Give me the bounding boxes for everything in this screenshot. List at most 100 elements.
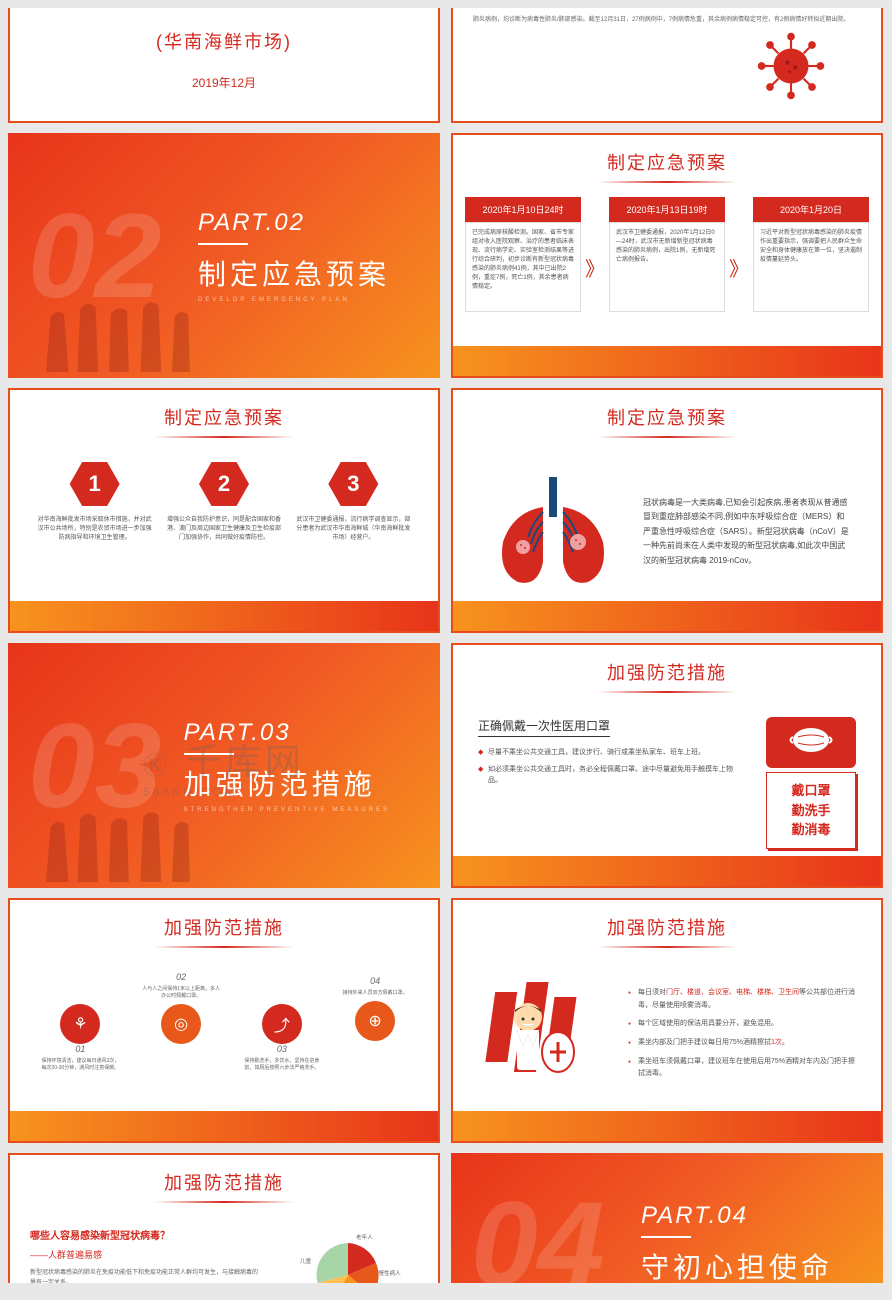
slide-mask: 加强防范措施 正确佩戴一次性医用口罩 尽量不乘坐公共交通工具，建议步行、骑行或乘… [451, 643, 883, 888]
part03-title: 加强防范措施 [184, 763, 390, 803]
hex-item: 3 武汉市卫健委通报，流行病学调查显示，部分患者为武汉市华南海鲜城（华南海鲜批发… [295, 462, 411, 543]
lungs-text: 冠状病毒是一大类病毒,已知会引起疾病,患者表现从普通感冒到重症肺部感染不同,例如… [643, 496, 851, 568]
part04-label: PART.04 [641, 1202, 833, 1230]
cover-date: 2019年12月 [10, 74, 438, 91]
hexagon-icon: 2 [199, 462, 249, 506]
hex-text: 对华南海鲜批发市场采取休市措施，并对武汉市公共场所，特别是农贸市场进一步加强防病… [36, 516, 152, 543]
doctor-bullet: 乘坐班车须佩戴口罩，建议班车在使用后用75%酒精对车内及门把手擦拭消毒。 [628, 1056, 861, 1081]
divider [641, 1236, 691, 1238]
gradient-bar [10, 1111, 438, 1141]
timeline-date: 2020年1月13日19时 [609, 197, 725, 222]
circle-text: 接待外来人员双方佩戴口罩。 [343, 990, 408, 997]
circle-num: 04 [343, 976, 408, 986]
gradient-bar [453, 1111, 881, 1141]
timeline-body: 习近平对新型冠状病毒感染的肺炎疫情作出重要指示，强调要把人民群众生命安全和身体健… [753, 222, 869, 312]
part04-num: 04 [471, 1175, 604, 1283]
mask-bullet: 如必须乘坐公共交通工具时，务必全程佩戴口罩。途中尽量避免用手触摸车上物品。 [478, 764, 746, 786]
svg-text:儿童: 儿童 [300, 1257, 312, 1265]
doctor-title: 加强防范措施 [453, 900, 881, 946]
part02-title: 制定应急预案 [198, 253, 390, 293]
svg-text:慢性病人: 慢性病人 [378, 1269, 401, 1277]
mask-heading: 正确佩戴一次性医用口罩 [478, 717, 610, 737]
hexagon-icon: 3 [328, 462, 378, 506]
gradient-bar [453, 856, 881, 886]
slide-part04: 04 PART.04 守初心担使命 [451, 1153, 883, 1283]
circle-item: ⤴ 03 保持勤洗手，多饮水，坚持在进食前，如厕后按照六步法严格洗手。 [242, 1004, 322, 1072]
mask-title: 加强防范措施 [453, 645, 881, 691]
circle-num: 01 [40, 1044, 120, 1054]
mask-icon [786, 725, 836, 755]
fists-icon [28, 258, 208, 378]
part04-title: 守初心担使命 [641, 1246, 833, 1283]
circle-icon: ◎ [161, 1004, 201, 1044]
timeline-item: 2020年1月13日19时 武汉市卫健委通报，2020年1月12日0—24时，武… [609, 197, 725, 312]
pie-answer: ——人群普遍易感 [30, 1248, 258, 1261]
doctor-icon [473, 972, 613, 1102]
divider [597, 691, 737, 693]
circle-text: 保持环境清洁，建议每日通风3次，每次20-30分钟，通风时注意保暖。 [40, 1058, 120, 1072]
divider [597, 946, 737, 948]
mask-line: 勤洗手 [771, 801, 851, 821]
slide-cover-partial: (华南海鲜市场) 2019年12月 [8, 8, 440, 123]
circle-text: 人与人之间保持1米以上距离，多人办公时佩戴口罩。 [141, 986, 221, 1000]
chevron-icon: 》 [585, 253, 605, 282]
slide-lungs: 制定应急预案 冠状病毒是一大类病毒,已知会引起疾病,患者表现从普通感冒到重症肺部… [451, 388, 883, 633]
hexagon-icon: 1 [70, 462, 120, 506]
fists-icon [28, 768, 208, 888]
doctor-bullet: 每日须对门厅、楼道、会议室、电梯、楼梯、卫生间等公共部位进行消毒，尽量使用喷雾消… [628, 987, 861, 1012]
divider [198, 243, 248, 245]
mask-line: 戴口罩 [771, 781, 851, 801]
circle-icon: ⤴ [262, 1004, 302, 1044]
circle-item: 02 人与人之间保持1米以上距离，多人办公时佩戴口罩。 ◎ [141, 972, 221, 1044]
pie-text: 新型冠状病毒感染的肺炎在免疫功能低下和免疫功能正常人群均可发生，与接触病毒的量有… [30, 1269, 258, 1283]
slide-pie: 加强防范措施 哪些人容易感染新型冠状病毒？ ——人群普遍易感 新型冠状病毒感染的… [8, 1153, 440, 1283]
timeline-title: 制定应急预案 [453, 135, 881, 181]
timeline-item: 2020年1月10日24时 已完成病原核酸检测。国家、省市专家组对收入医院观察、… [465, 197, 581, 312]
part03-sub: STRENGTHEN PREVENTIVE MEASURES [184, 807, 390, 813]
divider [154, 946, 294, 948]
svg-text:老年人: 老年人 [356, 1233, 373, 1241]
circle-icon: ⊕ [355, 1001, 395, 1041]
slide-virus: 肺炎病例，均诊断为病毒性肺炎/肺部感染。截至12月31日，27例病例中，7例病情… [451, 8, 883, 123]
circle-num: 03 [242, 1044, 322, 1054]
timeline-date: 2020年1月20日 [753, 197, 869, 222]
mask-bullet: 尽量不乘坐公共交通工具，建议步行、骑行或乘坐私家车、班车上班。 [478, 747, 746, 758]
mask-line: 勤消毒 [771, 820, 851, 840]
gradient-bar [10, 601, 438, 631]
timeline-date: 2020年1月10日24时 [465, 197, 581, 222]
divider [154, 1201, 294, 1203]
slide-timeline: 制定应急预案 2020年1月10日24时 已完成病原核酸检测。国家、省市专家组对… [451, 133, 883, 378]
part03-label: PART.03 [184, 719, 390, 747]
divider [597, 436, 737, 438]
virus-icon [751, 31, 831, 101]
doctor-bullet: 乘坐内部及门把手建议每日用75%酒精擦拭1次。 [628, 1037, 861, 1050]
timeline-item: 2020年1月20日 习近平对新型冠状病毒感染的肺炎疫情作出重要指示，强调要把人… [753, 197, 869, 312]
circle-num: 02 [141, 972, 221, 982]
hex-text: 增强公众自我防护意识，同是配合国家和香港、澳门及周边国家卫生健康及卫生检疫部门加… [166, 516, 282, 543]
mask-card: 戴口罩 勤洗手 勤消毒 [766, 717, 856, 849]
cover-title: (华南海鲜市场) [10, 28, 438, 54]
circle-item: ⚘ 01 保持环境清洁，建议每日通风3次，每次20-30分钟，通风时注意保暖。 [40, 1004, 120, 1072]
pie-chart-icon: 老年人 慢性病人 成年人 青年人 儿童 [278, 1227, 418, 1283]
chevron-icon: 》 [729, 253, 749, 282]
slide-part03: 03 PART.03 加强防范措施 STRENGTHEN PREVENTIVE … [8, 643, 440, 888]
slide-doctor: 加强防范措施 每日须对门厅、楼道、会议室、电梯、楼梯、卫生间等公共部位进行消毒，… [451, 898, 883, 1143]
divider [597, 181, 737, 183]
slide-grid: (华南海鲜市场) 2019年12月 肺炎病例，均诊断为病毒性肺炎/肺部感染。截至… [8, 8, 884, 1283]
lungs-icon [483, 472, 623, 592]
slide-hexagons: 制定应急预案 1 对华南海鲜批发市场采取休市措施，并对武汉市公共场所，特别是农贸… [8, 388, 440, 633]
gradient-bar [453, 601, 881, 631]
hex-item: 2 增强公众自我防护意识，同是配合国家和香港、澳门及周边国家卫生健康及卫生检疫部… [166, 462, 282, 543]
hex-text: 武汉市卫健委通报，流行病学调查显示，部分患者为武汉市华南海鲜城（华南海鲜批发市场… [295, 516, 411, 543]
hex-item: 1 对华南海鲜批发市场采取休市措施，并对武汉市公共场所，特别是农贸市场进一步加强… [36, 462, 152, 543]
circle-text: 保持勤洗手，多饮水，坚持在进食前，如厕后按照六步法严格洗手。 [242, 1058, 322, 1072]
divider [184, 753, 234, 755]
divider [154, 436, 294, 438]
part02-sub: DEVELOP EMERGENCY PLAN [198, 297, 390, 303]
gradient-bar [453, 346, 881, 376]
timeline-body: 武汉市卫健委通报，2020年1月12日0—24时，武汉市无新增新型冠状病毒感染的… [609, 222, 725, 312]
virus-text: 肺炎病例，均诊断为病毒性肺炎/肺部感染。截至12月31日，27例病例中，7例病情… [453, 8, 881, 33]
pie-question: 哪些人容易感染新型冠状病毒？ [30, 1227, 258, 1242]
slide-part02: 02 PART.02 制定应急预案 DEVELOP EMERGENCY PLAN [8, 133, 440, 378]
circle-icon: ⚘ [60, 1004, 100, 1044]
